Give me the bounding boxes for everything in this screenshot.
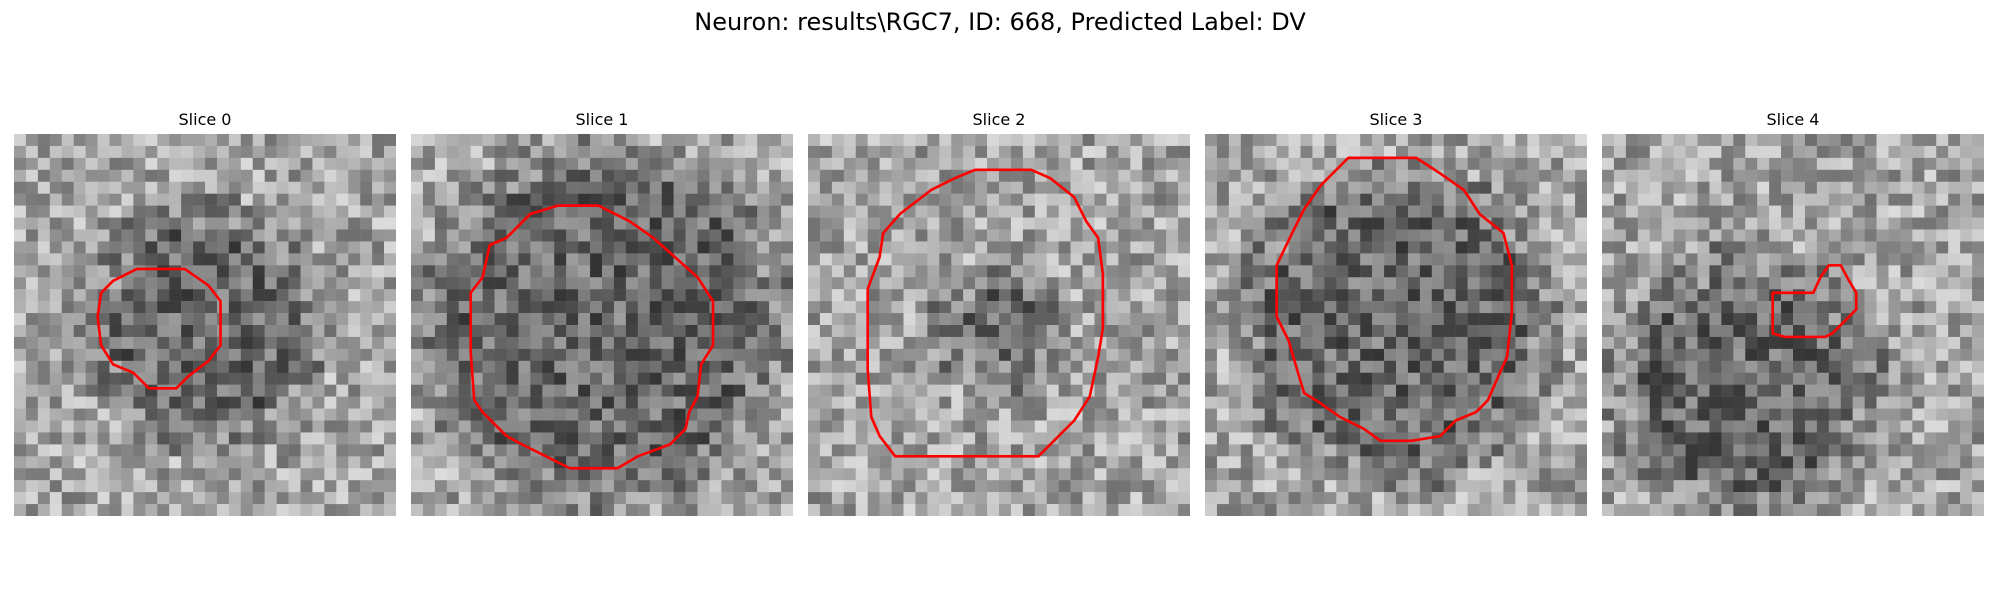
slice-panel-3: Slice 3 [1205, 110, 1587, 516]
figure-title: Neuron: results\RGC7, ID: 668, Predicted… [694, 8, 1306, 36]
slice-panel-4: Slice 4 [1602, 110, 1984, 516]
slice-image [14, 134, 396, 516]
slice-panel-1: Slice 1 [411, 110, 793, 516]
slice-panel-0: Slice 0 [14, 110, 396, 516]
cell-contour [96, 267, 222, 390]
cell-contour [1771, 263, 1858, 339]
slice-title: Slice 4 [1766, 110, 1820, 129]
cell-contour [866, 168, 1105, 458]
slice-panel-2: Slice 2 [808, 110, 1190, 516]
slice-title: Slice 1 [575, 110, 629, 129]
cell-contour [1275, 156, 1514, 443]
slice-title: Slice 2 [972, 110, 1026, 129]
slice-image [1602, 134, 1984, 516]
slice-image [411, 134, 793, 516]
slice-title: Slice 0 [178, 110, 232, 129]
cell-contour [469, 204, 715, 470]
slice-image [808, 134, 1190, 516]
slice-title: Slice 3 [1369, 110, 1423, 129]
slice-image [1205, 134, 1587, 516]
